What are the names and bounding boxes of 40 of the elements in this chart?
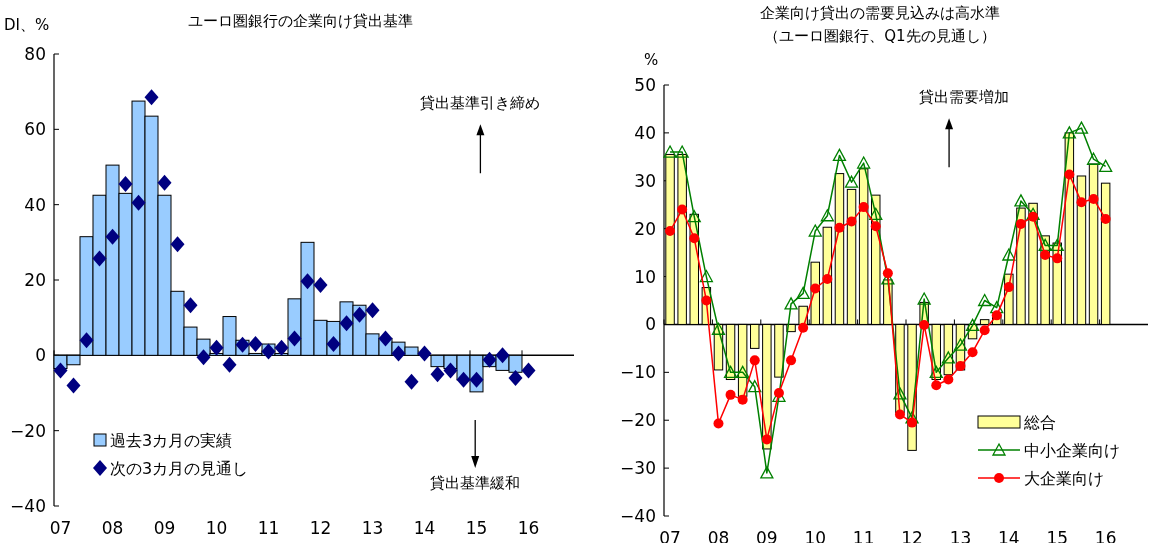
y-tick-label: 10 [634,266,656,287]
y-tick-label: 50 [634,75,656,95]
y-tick-label: −20 [620,410,656,431]
x-tick-label: 16 [517,518,540,538]
annotation: 貸出基準引き締め [420,94,541,113]
y-tick-label: 20 [634,218,656,239]
y-tick-label: 40 [634,122,656,143]
x-tick-label: 09 [153,518,176,538]
x-tick-label: 14 [413,518,436,538]
legend-label: 総合 [1023,413,1056,432]
x-tick-label: 11 [257,518,280,538]
y-axis-title: DI、% [4,16,50,34]
chart-subtitle: （ユーロ圏銀行、Q1先の見通し） [764,27,996,45]
legend-label: 中小企業向け [1024,441,1120,460]
x-tick-label: 07 [49,518,72,538]
y-tick-label: 0 [645,314,656,335]
annotation: 貸出基準緩和 [430,473,521,492]
y-tick-label: 60 [24,119,46,140]
x-tick-label: 15 [465,518,488,538]
y-tick-label: −40 [10,496,46,516]
y-tick-label: 40 [24,194,46,215]
y-tick-label: −30 [620,458,656,479]
legend-label: 次の3カ月の見通し [110,459,249,478]
y-tick-label: 30 [634,170,656,191]
x-tick-label: 12 [309,518,332,538]
y-tick-label: −10 [620,362,656,383]
y-tick-label: −40 [620,506,656,526]
y-tick-label: 80 [24,44,46,64]
y-tick-label: 0 [35,345,46,366]
x-tick-label: 08 [101,518,124,538]
legend-label: 過去3カ月の実績 [110,431,233,450]
y-tick-label: 20 [24,270,46,290]
x-tick-label: 13 [361,518,384,538]
chart-title: 企業向け貸出の需要見込みは高水準 [760,4,1000,22]
chart-title: ユーロ圏銀行の企業向け貸出基準 [187,12,413,30]
x-tick-label: 10 [205,518,228,538]
y-axis-title: % [644,51,659,69]
annotation: 貸出需要増加 [919,88,1010,107]
legend-label: 大企業向け [1024,469,1104,488]
y-tick-label: −20 [10,420,46,441]
